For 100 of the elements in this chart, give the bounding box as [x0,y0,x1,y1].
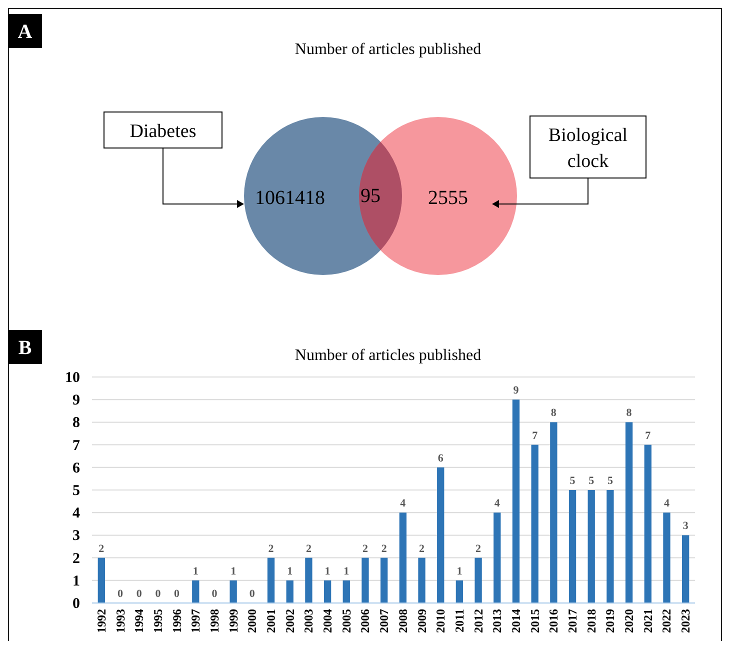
x-tick-label: 1994 [132,609,146,633]
bar [305,558,312,603]
y-tick-label: 4 [72,506,80,522]
bar [474,558,482,603]
bar [644,444,652,603]
text: B [18,337,32,359]
x-tick-label: 2013 [490,609,504,633]
bar [192,580,200,603]
x-tick-label: 2023 [678,609,693,633]
data-label: 0 [136,588,142,600]
x-tick-label: 2003 [302,609,316,633]
bar [286,580,294,603]
data-label: 5 [607,475,614,487]
bar [342,580,350,603]
data-label: 0 [155,588,162,600]
data-label: 2 [268,542,274,555]
data-label: 4 [664,498,670,510]
bar [494,512,501,603]
x-tick-label: 1995 [150,609,165,633]
data-label: 1 [192,565,198,578]
y-tick-label: 10 [65,370,80,386]
x-tick-label: 2009 [414,609,429,633]
x-tick-label: 2018 [584,609,598,633]
y-tick-label: 1 [72,573,80,590]
data-label: 2 [362,542,368,555]
data-label: 1 [344,565,350,578]
x-tick-label: 2014 [508,609,523,633]
bar [230,580,237,603]
data-label: 1 [287,565,293,578]
x-tick-label: 2005 [339,609,354,633]
x-tick-label: 2012 [471,609,486,633]
data-label: 1 [456,565,462,578]
x-tick-label: 2007 [377,609,392,633]
x-tick-label: 1997 [188,609,203,633]
x-tick-label: 2006 [358,609,372,633]
bar [267,558,275,603]
y-tick-label: 7 [72,438,80,454]
chart-title: Number of articles published [294,347,482,364]
y-tick-label: 5 [72,483,80,499]
x-tick-label: 1992 [94,609,108,633]
bar [418,558,426,603]
x-tick-label: 1999 [226,609,240,633]
x-tick-label: 1993 [113,609,128,633]
y-tick-label: 9 [72,392,80,409]
bar [437,467,444,603]
data-label: 3 [682,520,689,532]
x-tick-label: 2008 [396,609,410,633]
bar [512,400,520,603]
data-label: 9 [513,384,520,397]
x-tick-label: 2015 [528,609,542,633]
bar [625,422,633,603]
text: Number of articles published [294,41,482,58]
data-label: 8 [626,407,632,420]
bar [98,558,105,603]
x-tick-label: 2016 [546,609,561,633]
text: A [18,21,33,43]
data-label: 2 [476,542,482,555]
x-tick-label: 2004 [320,609,335,633]
data-label: 1061418 [255,187,325,209]
category-label: Biological clock [548,125,628,172]
y-tick-label: 6 [72,460,80,476]
bar [606,490,614,603]
data-label: 95 [360,185,380,207]
y-tick-label: 8 [72,415,80,432]
x-tick-label: 2021 [640,609,655,633]
x-tick-label: 2022 [660,609,674,633]
x-tick-label: 2010 [434,609,448,633]
data-label: 0 [174,588,180,600]
x-tick-label: 2020 [622,609,636,633]
bar [550,422,558,603]
x-tick-label: 2011 [452,609,466,632]
data-label: 2 [306,542,312,555]
data-label: 0 [118,588,124,600]
data-label: 8 [550,407,557,420]
data-label: 4 [400,498,406,510]
data-label: 5 [588,475,595,487]
bar [588,490,595,603]
data-label: 5 [570,475,576,487]
x-tick-label: 2000 [245,609,260,633]
x-tick-label: 1996 [170,609,184,633]
bar [682,535,690,603]
data-label: 4 [494,498,500,510]
data-label: 7 [532,430,538,442]
data-label: 1 [230,565,236,578]
x-tick-label: 2001 [264,609,278,633]
bar [663,512,670,603]
data-label: 2 [419,542,426,555]
data-label: 7 [645,430,652,442]
bar [456,580,464,603]
x-tick-label: 1998 [207,609,222,633]
x-tick-label: 2019 [603,609,618,633]
bar [324,580,332,603]
data-label: 2555 [428,187,468,209]
bar [362,558,369,603]
x-tick-label: 2017 [566,609,580,633]
bar [399,512,407,603]
y-tick-label: 2 [72,550,80,567]
data-label: 2 [381,542,388,555]
bar [531,444,538,603]
category-label: Diabetes [130,121,196,142]
